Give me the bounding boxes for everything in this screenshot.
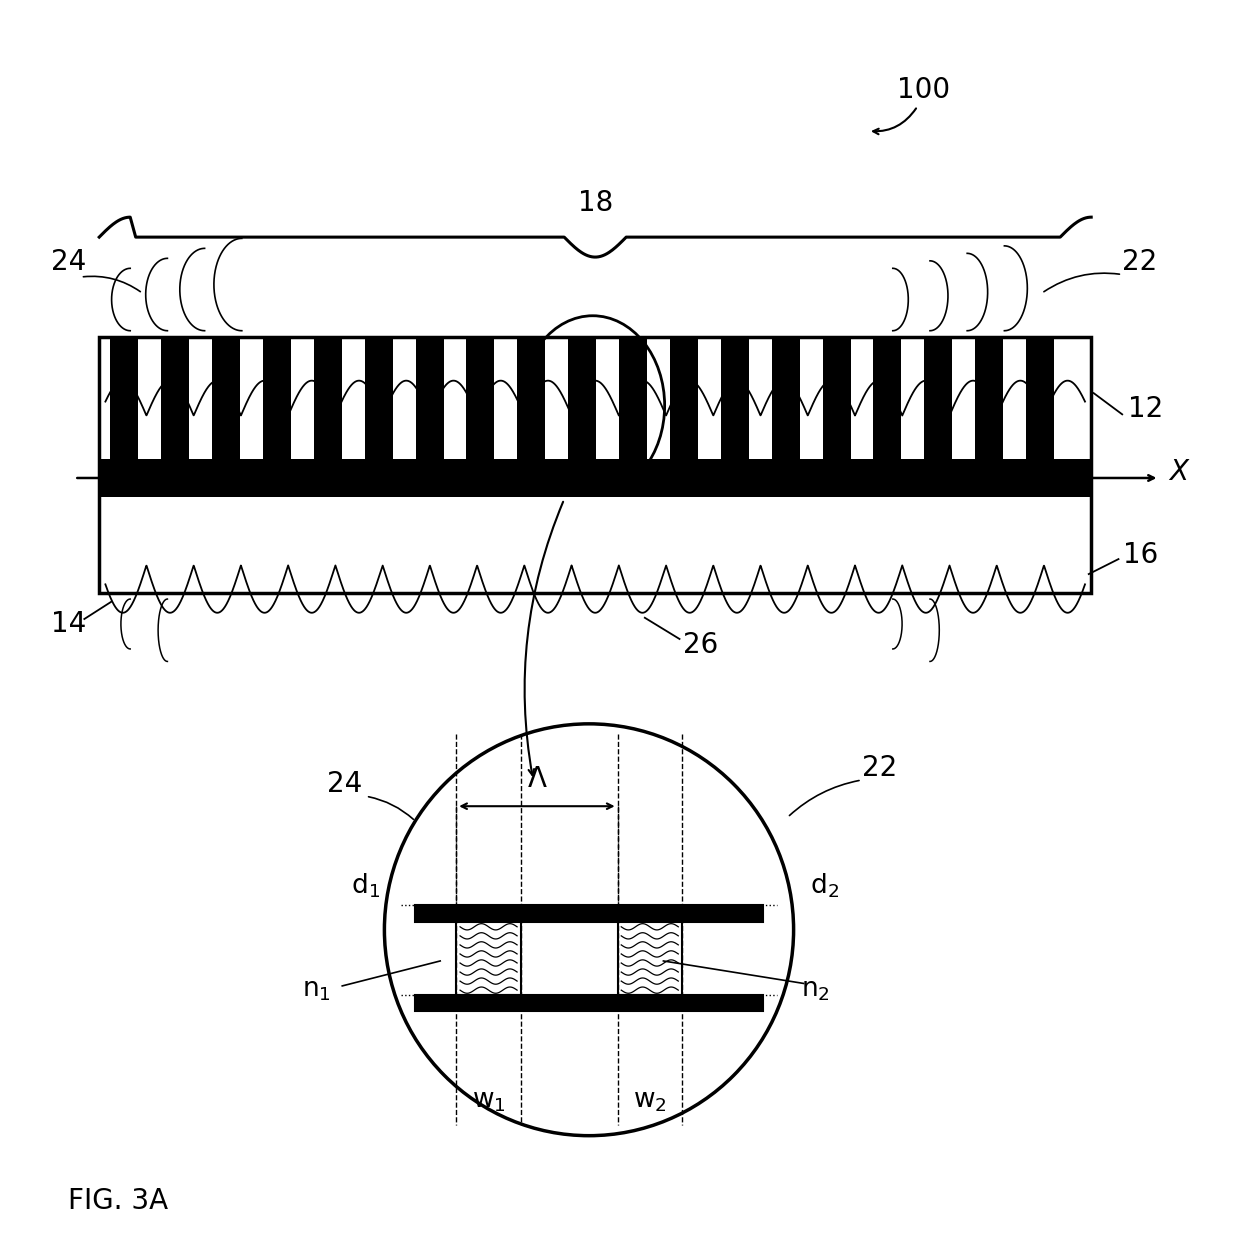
Bar	[720, 337, 749, 459]
Bar	[771, 337, 800, 459]
Bar	[670, 337, 698, 459]
Text: 24: 24	[327, 770, 362, 797]
Bar	[822, 337, 851, 459]
Bar	[466, 337, 495, 459]
Bar	[517, 337, 546, 459]
Bar	[924, 337, 952, 459]
Text: n$_2$: n$_2$	[801, 977, 831, 1002]
Bar	[568, 337, 596, 459]
Bar	[415, 905, 763, 922]
Bar	[873, 337, 901, 459]
Text: 22: 22	[1122, 248, 1157, 276]
Bar	[263, 337, 291, 459]
Bar	[415, 337, 444, 459]
Bar	[415, 995, 763, 1011]
Bar	[99, 459, 1091, 497]
Text: 100: 100	[898, 76, 950, 104]
Text: 18: 18	[578, 190, 613, 217]
Bar	[619, 337, 647, 459]
Text: X: X	[1169, 458, 1188, 485]
Text: 12: 12	[1128, 396, 1163, 423]
Text: d$_2$: d$_2$	[810, 872, 839, 900]
Bar	[212, 337, 241, 459]
Bar	[618, 922, 682, 995]
Bar	[110, 337, 139, 459]
Text: n$_1$: n$_1$	[301, 977, 331, 1002]
Bar	[314, 337, 342, 459]
Bar	[975, 337, 1003, 459]
Text: 14: 14	[51, 610, 86, 638]
Text: w$_1$: w$_1$	[471, 1088, 506, 1113]
Text: w$_2$: w$_2$	[632, 1088, 667, 1113]
Text: FIG. 3A: FIG. 3A	[68, 1187, 169, 1214]
Bar	[365, 337, 393, 459]
Text: 24: 24	[51, 248, 86, 276]
Text: 22: 22	[862, 754, 897, 781]
Text: 16: 16	[1123, 542, 1158, 569]
Text: d$_1$: d$_1$	[351, 872, 381, 900]
Bar	[161, 337, 190, 459]
Bar	[99, 337, 1091, 593]
Bar	[1025, 337, 1054, 459]
Text: 26: 26	[683, 631, 718, 659]
Circle shape	[384, 724, 794, 1136]
Bar	[456, 922, 521, 995]
Text: $\Lambda$: $\Lambda$	[527, 765, 547, 792]
